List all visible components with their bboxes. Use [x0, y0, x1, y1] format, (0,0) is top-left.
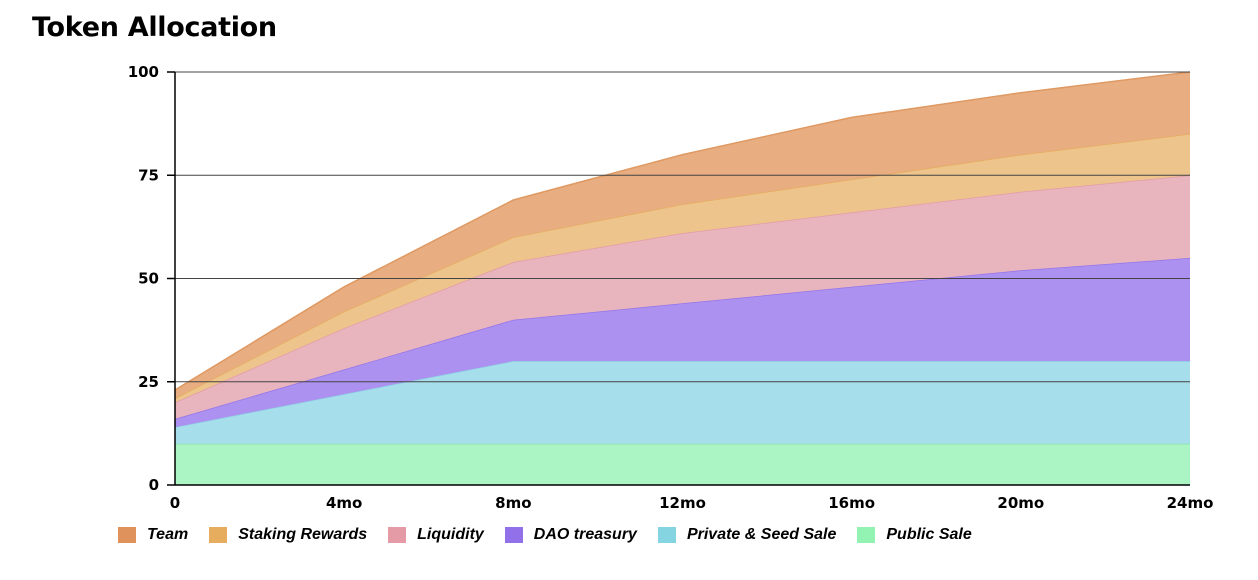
legend-item-team: Team: [118, 526, 188, 544]
legend-swatch: [118, 527, 136, 543]
legend-label: Public Sale: [886, 526, 972, 543]
legend-label: Private & Seed Sale: [686, 526, 837, 543]
legend-swatch: [388, 527, 407, 543]
x-tick-label: 16mo: [828, 494, 875, 512]
legend-item-private-seed-sale: Private & Seed Sale: [657, 526, 837, 544]
x-tick-label: 0: [170, 494, 180, 512]
legend-swatch: [504, 527, 523, 543]
legend-item-staking-rewards: Staking Rewards: [209, 526, 367, 544]
legend-item-liquidity: Liquidity: [388, 526, 484, 544]
area-staking-rewards: [175, 133, 1190, 403]
chart-title: Token Allocation: [32, 12, 277, 43]
area-liquidity: [175, 175, 1190, 419]
legend-swatch: [857, 527, 876, 543]
legend-item-public-sale: Public Sale: [857, 526, 972, 544]
y-tick-label: 100: [128, 63, 159, 81]
axes: [167, 71, 1190, 486]
gridlines: [175, 71, 1190, 383]
legend-swatch: [657, 527, 676, 543]
line-team: [174, 71, 1191, 391]
legend-label: DAO treasury: [533, 526, 637, 543]
area-public-sale: [175, 443, 1190, 485]
legend: Team Staking Rewards Liquidity DAO treasury…: [118, 526, 993, 544]
x-tick-label: 12mo: [659, 494, 706, 512]
y-tick-label: 0: [149, 476, 159, 494]
area-dao-treasury: [175, 257, 1190, 428]
area-team: [175, 72, 1190, 399]
x-tick-label: 8mo: [495, 494, 531, 512]
y-tick-labels: 0 25 50 75 100: [128, 63, 159, 494]
y-tick-label: 50: [138, 270, 159, 288]
legend-item-dao-treasury: DAO treasury: [504, 526, 637, 544]
x-tick-labels: 0 4mo 8mo 12mo 16mo 20mo 24mo: [170, 494, 1214, 512]
x-tick-label: 24mo: [1167, 494, 1214, 512]
legend-label: Liquidity: [417, 526, 484, 543]
legend-swatch: [209, 527, 228, 543]
y-tick-label: 25: [138, 373, 159, 391]
y-tick-label: 75: [138, 166, 159, 184]
legend-label: Team: [147, 526, 189, 543]
legend-label: Staking Rewards: [238, 526, 368, 543]
x-tick-label: 20mo: [997, 494, 1044, 512]
x-tick-label: 4mo: [326, 494, 362, 512]
